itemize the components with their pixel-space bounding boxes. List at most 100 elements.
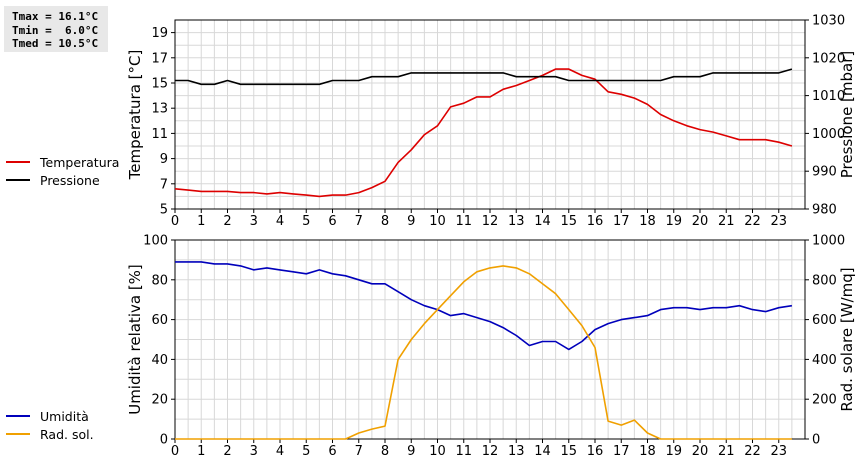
y2-tick-label: 1020	[812, 51, 845, 66]
x-tick-label: 13	[508, 444, 525, 459]
y-tick-label: 15	[151, 77, 168, 92]
x-tick-label: 11	[455, 444, 472, 459]
x-tick-label: 2	[223, 444, 231, 459]
legend-top: Temperatura Pressione	[6, 153, 119, 189]
x-tick-label: 22	[744, 214, 761, 229]
y-tick-label: 17	[151, 51, 168, 66]
x-tick-label: 10	[429, 444, 446, 459]
x-tick-label: 12	[482, 214, 499, 229]
x-tick-label: 18	[639, 444, 656, 459]
legend-swatch-pressione	[6, 179, 30, 181]
x-tick-label: 5	[302, 214, 310, 229]
x-tick-label: 21	[718, 444, 735, 459]
y2-tick-label: 980	[812, 203, 837, 218]
x-tick-label: 3	[250, 214, 258, 229]
y-axis-label: Temperatura [°C]	[126, 50, 144, 181]
y2-tick-label: 1030	[812, 14, 845, 29]
x-tick-label: 22	[744, 444, 761, 459]
x-tick-label: 6	[328, 214, 336, 229]
stats-box: Tmax = 16.1°C Tmin = 6.0°C Tmed = 10.5°C	[4, 6, 108, 52]
y-tick-label: 7	[160, 177, 168, 192]
y2-tick-label: 1010	[812, 89, 845, 104]
x-tick-label: 8	[381, 214, 389, 229]
y-axis-label: Umidità relativa [%]	[126, 264, 144, 415]
x-tick-label: 20	[692, 214, 709, 229]
x-tick-label: 6	[328, 444, 336, 459]
legend-label: Temperatura	[40, 154, 120, 170]
legend-swatch-umidita	[6, 415, 30, 417]
x-tick-label: 23	[770, 214, 787, 229]
y-tick-label: 13	[151, 102, 168, 117]
x-tick-label: 1	[197, 214, 205, 229]
x-tick-label: 20	[692, 444, 709, 459]
series-rad-sol	[175, 265, 792, 440]
y2-tick-label: 1000	[812, 234, 845, 249]
x-tick-label: 9	[407, 444, 415, 459]
y-tick-label: 9	[160, 152, 168, 167]
x-tick-label: 4	[276, 444, 284, 459]
y-tick-label: 40	[151, 353, 168, 368]
y2-axis-label: Rad. solare [W/mq]	[838, 267, 856, 411]
x-tick-label: 7	[355, 444, 363, 459]
x-tick-label: 1	[197, 444, 205, 459]
y-tick-label: 60	[151, 313, 168, 328]
y-tick-label: 20	[151, 393, 168, 408]
x-tick-label: 17	[613, 214, 630, 229]
y2-tick-label: 200	[812, 393, 837, 408]
legend-bottom: Umidità Rad. sol.	[6, 407, 94, 443]
legend-label: Rad. sol.	[40, 426, 94, 442]
x-tick-label: 19	[665, 444, 682, 459]
x-tick-label: 3	[250, 444, 258, 459]
x-tick-label: 9	[407, 214, 415, 229]
stat-tmed: Tmed = 10.5°C	[12, 37, 99, 50]
x-tick-label: 16	[587, 444, 604, 459]
legend-item: Temperatura	[6, 153, 119, 171]
x-tick-label: 12	[482, 444, 499, 459]
y-tick-label: 19	[151, 26, 168, 41]
stat-tmax: Tmax = 16.1°C	[12, 10, 99, 23]
x-tick-label: 19	[665, 214, 682, 229]
x-tick-label: 16	[587, 214, 604, 229]
y-tick-label: 100	[143, 234, 168, 249]
stat-tmin: Tmin = 6.0°C	[12, 23, 99, 37]
legend-swatch-rad-sol	[6, 433, 30, 435]
legend-item: Pressione	[6, 171, 119, 189]
x-tick-label: 13	[508, 214, 525, 229]
x-tick-label: 4	[276, 214, 284, 229]
y-tick-label: 0	[160, 433, 168, 448]
x-tick-label: 10	[429, 214, 446, 229]
y2-tick-label: 990	[812, 165, 837, 180]
x-tick-label: 18	[639, 214, 656, 229]
legend-label: Pressione	[40, 172, 100, 188]
x-tick-label: 2	[223, 214, 231, 229]
series-temperatura	[174, 68, 793, 198]
x-tick-label: 21	[718, 214, 735, 229]
y-tick-label: 5	[160, 203, 168, 218]
x-tick-label: 0	[171, 444, 179, 459]
series-pressione	[175, 68, 793, 86]
legend-item: Rad. sol.	[6, 425, 94, 443]
x-tick-label: 5	[302, 444, 310, 459]
y-tick-label: 11	[151, 127, 168, 142]
y2-tick-label: 400	[812, 353, 837, 368]
x-tick-label: 14	[534, 214, 551, 229]
x-tick-label: 15	[560, 214, 577, 229]
y-tick-label: 80	[151, 273, 168, 288]
x-tick-label: 14	[534, 444, 551, 459]
x-tick-label: 23	[770, 444, 787, 459]
y2-tick-label: 1000	[812, 127, 845, 142]
x-tick-label: 8	[381, 444, 389, 459]
y2-tick-label: 0	[812, 433, 820, 448]
series-umidit	[175, 261, 793, 351]
x-tick-label: 17	[613, 444, 630, 459]
x-tick-label: 15	[560, 444, 577, 459]
x-tick-label: 0	[171, 214, 179, 229]
y2-axis-label: Pressione [mbar]	[838, 51, 856, 179]
y2-tick-label: 800	[812, 273, 837, 288]
legend-item: Umidità	[6, 407, 94, 425]
x-tick-label: 7	[355, 214, 363, 229]
y2-tick-label: 600	[812, 313, 837, 328]
legend-label: Umidità	[40, 408, 89, 424]
x-tick-label: 11	[455, 214, 472, 229]
